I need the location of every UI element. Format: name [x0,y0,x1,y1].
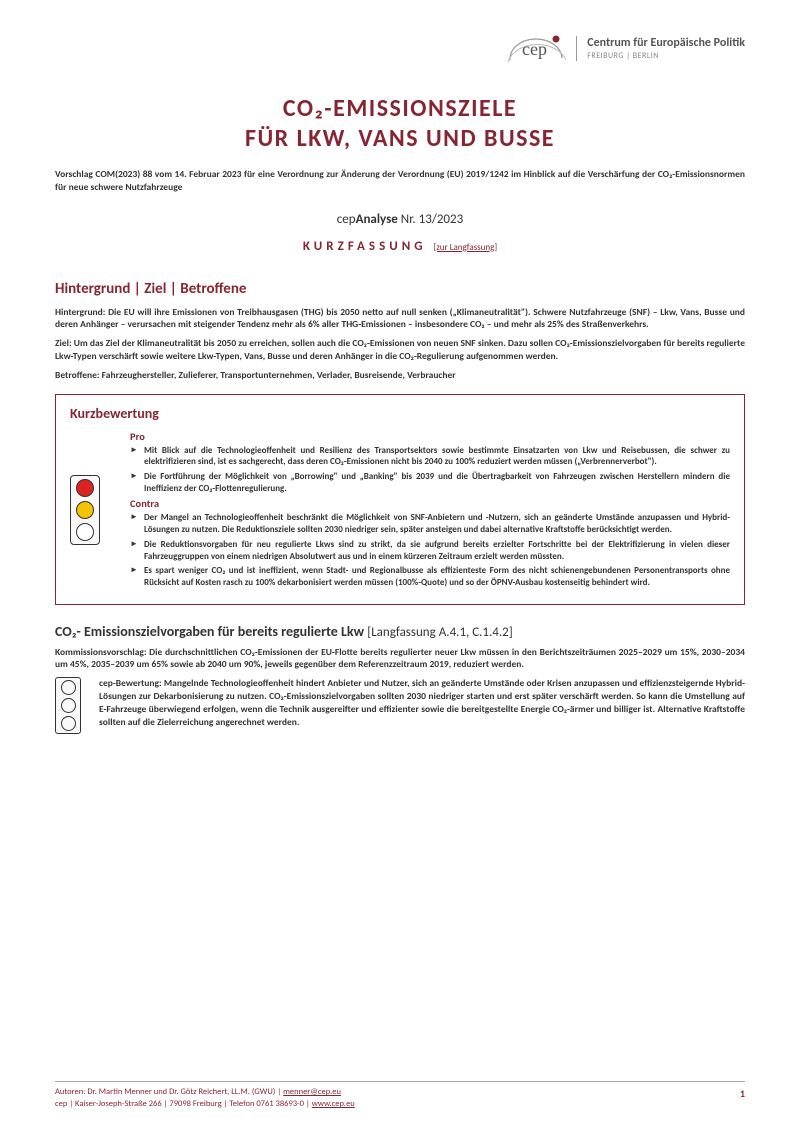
contra-label: Contra [130,497,730,510]
traffic-light [70,475,100,545]
section1-heading: Hintergrund | Ziel | Betroffene [55,280,745,298]
page-header: cep Centrum für Europäische Politik FREI… [55,30,745,66]
p-hintergrund: Hintergrund: Die EU will ihre Emissionen… [55,306,745,332]
footer-text: Autoren: Dr. Martin Menner und Dr. Götz … [55,1087,355,1111]
logo-mark: cep [504,30,568,66]
langfassung-link[interactable]: [zur Langfassung] [434,242,498,253]
p-hintergrund-text: Hintergrund: Die EU will ihre Emissionen… [55,306,745,331]
logo-text: Centrum für Europäische Politik FREIBURG… [576,36,745,61]
org-name: Centrum für Europäische Politik [587,36,745,50]
list-item: Die Reduktionsvorgaben für neu reguliert… [130,539,730,562]
contra-list: Der Mangel an Technologieoffenheit besch… [130,512,730,588]
p-kommission: Kommissionsvorschlag: Die durchschnittli… [55,646,745,672]
footer-line2a: cep | Kaiser-Joseph-Straße 266 | 79098 F… [55,1099,312,1109]
p-betroffene: Betroffene: Fahrzeughersteller, Zuliefer… [55,369,745,382]
analyse-bold: Analyse [356,212,398,227]
light-bot [76,523,94,541]
title-line2: FÜR LKW, VANS UND BUSSE [245,124,555,153]
evaluation-box: Kurzbewertung Pro Mit Blick auf die Tech… [55,394,745,605]
p-betroffene-text: Betroffene: Fahrzeughersteller, Zuliefer… [55,369,456,381]
light-top [76,479,94,497]
sect2-ref: [Langfassung A.4.1, C.1.4.2] [367,625,513,640]
kf-label: KURZFASSUNG [303,239,427,254]
p-cep-bewertung: cep-Bewertung: Mangelnde Technologieoffe… [99,677,745,728]
p-ziel: Ziel: Um das Ziel der Klimaneutralität b… [55,337,745,363]
analyse-line: cepAnalyse Nr. 13/2023 [55,212,745,227]
p-cep-bewertung-text: cep-Bewertung: Mangelnde Technologieoffe… [99,677,745,727]
list-item: Die Fortführung der Möglichkeit von „Bor… [130,471,730,494]
title-line1: CO₂-EMISSIONSZIELE [283,94,517,123]
light2-top [61,680,76,695]
footer-email-link[interactable]: menner@cep.eu [283,1087,341,1097]
p-kommission-text: Kommissionsvorschlag: Die durchschnittli… [55,646,745,671]
footer: Autoren: Dr. Martin Menner und Dr. Götz … [55,1081,745,1111]
org-sub: FREIBURG | BERLIN [587,51,745,61]
sect2-title: CO₂- Emissionszielvorgaben für bereits r… [55,623,364,640]
traffic-light-sm [55,677,81,734]
footer-web-link[interactable]: www.cep.eu [312,1099,355,1109]
list-item: Mit Blick auf die Technologieoffenheit u… [130,445,730,468]
light-mid [76,501,94,519]
pro-list: Mit Blick auf die Technologieoffenheit u… [130,445,730,495]
list-item: Es spart weniger CO₂ und ist ineffizient… [130,565,730,588]
p-ziel-text: Ziel: Um das Ziel der Klimaneutralität b… [55,337,745,362]
light2-bot [61,716,76,731]
pro-label: Pro [130,430,730,443]
kurzfassung-line: KURZFASSUNG [zur Langfassung] [55,239,745,254]
cep-bewertung-row: cep-Bewertung: Mangelnde Technologieoffe… [55,677,745,734]
light2-mid [61,698,76,713]
list-item: Der Mangel an Technologieoffenheit besch… [130,512,730,535]
subtitle: Vorschlag COM(2023) 88 vom 14. Februar 2… [55,168,745,194]
analyse-prefix: cep [337,212,356,227]
analyse-suffix: Nr. 13/2023 [398,212,463,227]
logo-letters-text: cep [522,39,547,59]
main-title: CO₂-EMISSIONSZIELE FÜR LKW, VANS UND BUS… [55,94,745,154]
eval-content: Pro Mit Blick auf die Technologieoffenhe… [130,428,730,592]
footer-line1a: Autoren: Dr. Martin Menner und Dr. Götz … [55,1087,283,1097]
traffic-light-col [70,428,114,592]
traffic-light-col-2 [55,677,89,734]
section2-heading: CO₂- Emissionszielvorgaben für bereits r… [55,623,745,640]
page-number: 1 [740,1087,745,1100]
logo: cep Centrum für Europäische Politik FREI… [504,30,745,66]
eval-title: Kurzbewertung [70,405,730,422]
